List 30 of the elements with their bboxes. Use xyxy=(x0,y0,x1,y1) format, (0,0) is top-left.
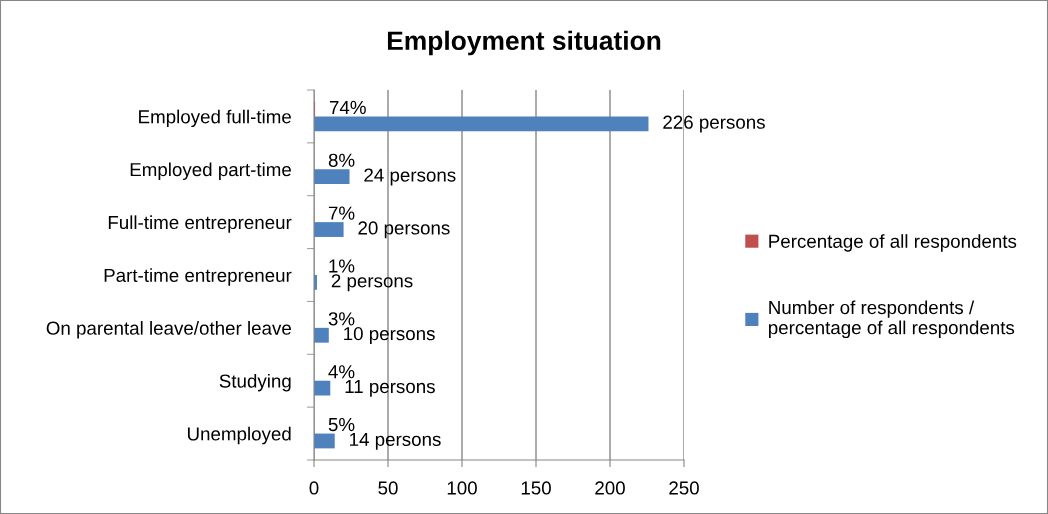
y-tick-label: On parental leave/other leave xyxy=(46,321,291,339)
x-tick-label: 100 xyxy=(447,481,477,495)
y-tick-label: Unemployed xyxy=(187,426,291,445)
chart-title: Employment situation xyxy=(387,30,661,56)
data-label: 24 persons xyxy=(364,168,456,186)
y-tick-label: Employed full-time xyxy=(139,109,291,128)
y-tick-label: Employed part-time xyxy=(130,162,291,180)
x-tick-label: 200 xyxy=(595,481,625,495)
x-tick-label: 250 xyxy=(669,481,699,495)
data-label: 7% xyxy=(328,206,355,220)
data-label: 2 persons xyxy=(331,274,413,292)
legend-label: Percentage of all respondents xyxy=(769,234,1017,252)
data-label: 5% xyxy=(328,418,355,432)
x-tick-label: 50 xyxy=(378,481,398,495)
data-label: 20 persons xyxy=(358,221,450,239)
data-label: 3% xyxy=(328,312,355,326)
data-label: 10 persons xyxy=(344,327,435,344)
y-tick-label: Studying xyxy=(219,373,291,392)
data-label: 226 persons xyxy=(663,115,765,133)
y-tick-label: Part-time entrepreneur xyxy=(104,268,292,286)
y-tick-label: Full-time entrepreneur xyxy=(108,215,292,233)
data-label: 11 persons xyxy=(345,380,435,397)
legend-label: Number of respondents / percentage of all respondents xyxy=(768,300,1015,339)
x-tick-label: 150 xyxy=(521,481,551,495)
data-label: 8% xyxy=(328,153,355,167)
data-label: 74% xyxy=(329,100,366,114)
x-tick-label: 0 xyxy=(309,481,319,495)
data-label: 14 persons xyxy=(350,432,441,450)
data-label: 4% xyxy=(328,365,355,379)
data-label: 1% xyxy=(329,259,355,273)
